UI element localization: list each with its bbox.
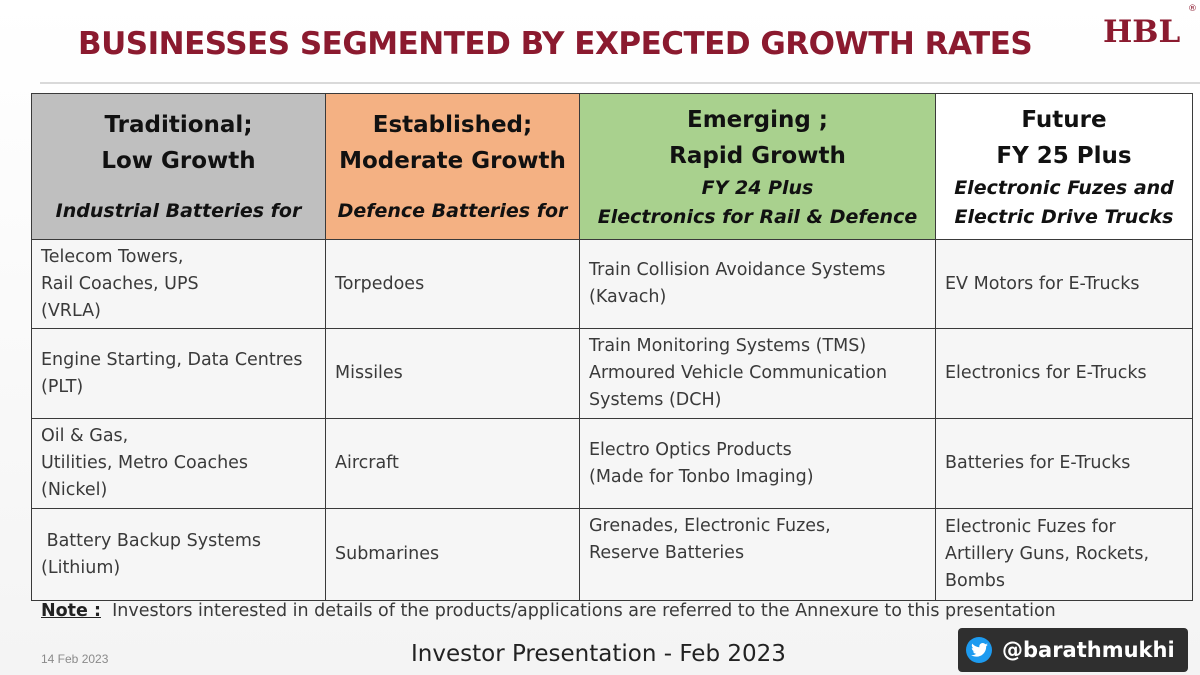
- footer-date: 14 Feb 2023: [41, 652, 109, 666]
- table-cell: Engine Starting, Data Centres (PLT): [31, 328, 326, 419]
- header-traditional: Traditional; Low Growth Industrial Batte…: [31, 93, 326, 240]
- table-cell: Aircraft: [325, 418, 580, 509]
- growth-segments-table: Traditional; Low Growth Industrial Batte…: [31, 93, 1193, 601]
- table-cell: Submarines: [325, 508, 580, 601]
- footnote: Note : Investors interested in details o…: [41, 601, 1056, 621]
- table-cell: Train Monitoring Systems (TMS) Armoured …: [579, 328, 936, 419]
- header-title: Emerging ;: [686, 106, 828, 133]
- table-cell: Battery Backup Systems (Lithium): [31, 508, 326, 601]
- header-future: Future FY 25 Plus Electronic Fuzes and E…: [935, 93, 1193, 240]
- footer-title: Investor Presentation - Feb 2023: [411, 641, 786, 667]
- header-description: Industrial Batteries for: [55, 200, 302, 222]
- table-cell: Electro Optics Products (Made for Tonbo …: [579, 418, 936, 509]
- social-handle-badge[interactable]: @barathmukhi: [958, 628, 1188, 672]
- header-subtitle: FY 25 Plus: [996, 142, 1132, 169]
- slide-title: BUSINESSES SEGMENTED BY EXPECTED GROWTH …: [78, 26, 1033, 62]
- table-row: Engine Starting, Data Centres (PLT) Miss…: [31, 328, 1193, 419]
- title-divider: [40, 82, 1200, 84]
- header-fy-label: FY 24 Plus: [701, 176, 814, 199]
- header-emerging: Emerging ; Rapid Growth FY 24 Plus Elect…: [579, 93, 936, 240]
- table-cell: Torpedoes: [325, 239, 580, 329]
- table-cell: Electronic Fuzes for Artillery Guns, Roc…: [935, 508, 1193, 601]
- header-description: Electronic Fuzes and: [954, 176, 1174, 199]
- header-title: Established;: [372, 112, 533, 138]
- table-cell: Grenades, Electronic Fuzes, Reserve Batt…: [579, 508, 936, 601]
- header-title: Traditional;: [104, 112, 253, 138]
- header-subtitle: Rapid Growth: [669, 142, 846, 169]
- table-cell: Electronics for E-Trucks: [935, 328, 1193, 419]
- header-established: Established; Moderate Growth Defence Bat…: [325, 93, 580, 240]
- table-cell: Telecom Towers, Rail Coaches, UPS (VRLA): [31, 239, 326, 329]
- table-cell: Train Collision Avoidance Systems (Kavac…: [579, 239, 936, 329]
- table-row: Battery Backup Systems (Lithium) Submari…: [31, 508, 1193, 601]
- table-row: Oil & Gas, Utilities, Metro Coaches (Nic…: [31, 418, 1193, 509]
- note-text: Investors interested in details of the p…: [101, 601, 1056, 621]
- registered-mark: ®: [1188, 4, 1197, 14]
- hbl-logo: HBL: [1103, 14, 1181, 50]
- twitter-icon: [966, 637, 992, 663]
- table-row: Telecom Towers, Rail Coaches, UPS (VRLA)…: [31, 239, 1193, 329]
- header-subtitle: Moderate Growth: [339, 148, 566, 174]
- header-title: Future: [1021, 106, 1107, 133]
- header-subtitle: Low Growth: [101, 148, 256, 174]
- social-handle: @barathmukhi: [1002, 638, 1175, 662]
- header-description: Electronics for Rail & Defence: [597, 205, 918, 228]
- table-cell: Batteries for E-Trucks: [935, 418, 1193, 509]
- note-label: Note :: [41, 601, 101, 621]
- table-cell: EV Motors for E-Trucks: [935, 239, 1193, 329]
- header-description: Electric Drive Trucks: [954, 205, 1174, 228]
- table-cell: Oil & Gas, Utilities, Metro Coaches (Nic…: [31, 418, 326, 509]
- table-cell: Missiles: [325, 328, 580, 419]
- header-description: Defence Batteries for: [337, 200, 568, 222]
